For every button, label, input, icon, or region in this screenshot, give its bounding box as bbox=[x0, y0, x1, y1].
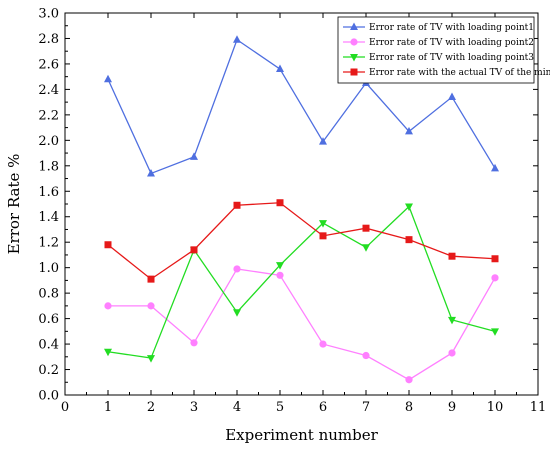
series-3-point bbox=[233, 309, 241, 317]
legend-label: Error rate with the actual TV of the min… bbox=[369, 68, 550, 78]
series-2-point bbox=[491, 274, 499, 282]
series-2-point bbox=[233, 265, 241, 273]
x-tick-label: 11 bbox=[530, 400, 547, 415]
series-4-point bbox=[362, 224, 370, 232]
series-1-point bbox=[276, 64, 284, 73]
x-tick-label: 6 bbox=[319, 400, 327, 415]
series-4-point bbox=[319, 232, 327, 240]
y-tick-label: 1.0 bbox=[38, 261, 59, 276]
series-4-point bbox=[448, 252, 456, 260]
series-2-point bbox=[276, 271, 284, 279]
series-1-point bbox=[190, 152, 198, 160]
x-axis-title: Experiment number bbox=[225, 426, 378, 444]
series-3-point bbox=[405, 203, 413, 212]
series-3-line bbox=[107, 205, 496, 359]
series-4-point bbox=[190, 246, 198, 254]
series-1-point bbox=[405, 126, 413, 135]
legend-entry-1: Error rate of TV with loading point1 bbox=[343, 22, 534, 33]
series-3-point bbox=[104, 348, 112, 357]
y-tick-label: 1.2 bbox=[38, 236, 59, 251]
series-3-point bbox=[147, 355, 155, 363]
y-tick-label: 0.4 bbox=[38, 338, 59, 353]
y-tick-label: 0.0 bbox=[38, 389, 59, 404]
series-2-point bbox=[448, 349, 456, 357]
series-1 bbox=[104, 35, 499, 177]
series-3-point bbox=[491, 328, 499, 336]
series-2-point bbox=[104, 302, 112, 310]
series-3-point bbox=[362, 244, 370, 252]
y-tick-label: 2.4 bbox=[38, 83, 59, 98]
series-2-point bbox=[362, 351, 370, 360]
x-tick-label: 1 bbox=[104, 400, 112, 415]
series-1-point bbox=[319, 137, 327, 145]
series-4-point bbox=[147, 275, 155, 283]
legend-label: Error rate of TV with loading point2 bbox=[369, 38, 534, 48]
series-1-line bbox=[107, 38, 496, 175]
series-1-point bbox=[491, 163, 499, 172]
legend-label: Error rate of TV with loading point1 bbox=[369, 23, 534, 33]
y-tick-label: 3.0 bbox=[38, 7, 59, 22]
series-4-point bbox=[276, 199, 284, 207]
series-2-point bbox=[319, 340, 327, 348]
series-4-point bbox=[405, 236, 413, 244]
ticks: 0 1 2 3 4 5 6 7 8 9 10 11 0.0 0.2 0.4 0.6 0.8 1.0 1.2 1.4 1.… bbox=[38, 7, 546, 416]
legend: Error rate of TV with loading point1 Erro… bbox=[337, 16, 550, 84]
series-2 bbox=[104, 265, 499, 384]
series-4 bbox=[104, 199, 499, 283]
series-2-point bbox=[190, 339, 198, 347]
series-4-point bbox=[491, 255, 499, 263]
series-1-point bbox=[104, 74, 112, 83]
y-tick-label: 2.8 bbox=[38, 32, 59, 47]
series-1-point bbox=[147, 168, 155, 177]
y-tick-label: 2.0 bbox=[38, 134, 59, 149]
x-tick-label: 9 bbox=[448, 400, 456, 415]
series-3 bbox=[104, 203, 499, 363]
x-tick-label: 10 bbox=[487, 400, 504, 415]
legend-swatch-marker bbox=[350, 54, 358, 62]
x-tick-label: 4 bbox=[233, 400, 241, 415]
x-tick-label: 3 bbox=[190, 400, 198, 415]
y-tick-label: 2.6 bbox=[38, 57, 59, 72]
legend-swatch-marker bbox=[350, 38, 358, 46]
x-tick-label: 8 bbox=[405, 400, 413, 415]
series-layer bbox=[104, 35, 499, 384]
legend-swatch-marker bbox=[350, 68, 358, 76]
x-tick-label: 7 bbox=[362, 400, 370, 415]
series-4-point bbox=[104, 241, 112, 249]
series-1-point bbox=[448, 92, 456, 101]
y-tick-label: 0.8 bbox=[38, 287, 59, 302]
series-2-point bbox=[147, 302, 155, 310]
series-4-line bbox=[107, 202, 496, 280]
y-tick-label: 1.4 bbox=[38, 210, 59, 225]
series-3-point bbox=[319, 220, 327, 228]
series-4-point bbox=[233, 201, 241, 209]
legend-swatch-marker bbox=[350, 22, 358, 30]
legend-entry-3: Error rate of TV with loading point3 bbox=[343, 53, 534, 63]
y-tick-label: 2.2 bbox=[38, 108, 59, 123]
x-tick-label: 5 bbox=[276, 400, 284, 415]
x-tick-label: 0 bbox=[61, 400, 69, 415]
y-tick-label: 1.8 bbox=[38, 159, 59, 174]
series-3-point bbox=[276, 262, 284, 270]
x-tick-label: 2 bbox=[147, 400, 155, 415]
legend-entry-4: Error rate with the actual TV of the min… bbox=[343, 68, 550, 78]
series-3-point bbox=[448, 316, 456, 325]
y-tick-label: 0.6 bbox=[38, 312, 59, 327]
y-tick-label: 0.2 bbox=[38, 363, 59, 378]
y-tick-label: 1.6 bbox=[38, 185, 59, 200]
series-1-point bbox=[233, 35, 241, 43]
legend-entry-2: Error rate of TV with loading point2 bbox=[343, 38, 534, 48]
legend-label: Error rate of TV with loading point3 bbox=[369, 53, 534, 63]
legend-box bbox=[337, 16, 535, 84]
series-2-line bbox=[108, 268, 496, 381]
series-2-point bbox=[405, 376, 413, 384]
y-axis-title: Error Rate % bbox=[5, 154, 23, 255]
